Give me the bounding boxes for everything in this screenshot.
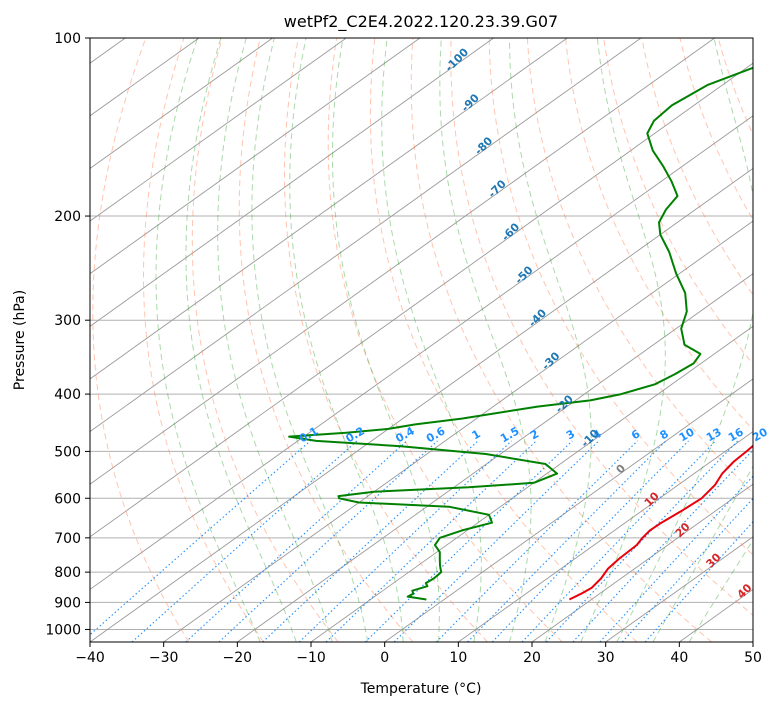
y-tick-label: 700 xyxy=(54,531,81,547)
mixing-ratio-line xyxy=(491,440,689,642)
dry-adiabat xyxy=(410,38,713,642)
isotherm-gridline xyxy=(605,536,753,642)
dewpoint-line xyxy=(288,66,753,601)
mixing-ratio-line xyxy=(185,440,408,642)
x-tick-label: −10 xyxy=(296,650,326,666)
mixing-ratio-line xyxy=(364,440,573,642)
isotherm-gridline xyxy=(458,430,753,642)
data-lines xyxy=(288,66,753,601)
x-tick-label: −20 xyxy=(223,650,253,666)
y-tick-label: 600 xyxy=(54,491,81,507)
moist-adiabat xyxy=(508,38,592,642)
dry-adiabat xyxy=(327,38,563,642)
moist-adiabat xyxy=(155,38,261,642)
y-tick-label: 1000 xyxy=(45,622,81,638)
dry-adiabat xyxy=(526,38,753,494)
x-tick-label: 10 xyxy=(449,650,467,666)
moist-adiabat xyxy=(616,38,753,642)
isotherm-gridline xyxy=(90,38,715,485)
x-tick-label: −40 xyxy=(75,650,105,666)
dry-adiabat xyxy=(369,38,638,642)
y-tick-label: 200 xyxy=(54,209,81,225)
x-tick-label: 30 xyxy=(597,650,615,666)
mixing-ratio-line xyxy=(521,440,717,642)
isotherm-gridline xyxy=(90,38,273,169)
dry-adiabat xyxy=(92,38,190,642)
moist-adiabat xyxy=(332,38,440,642)
isotherm-gridline xyxy=(90,38,494,327)
dry-adiabat xyxy=(238,38,414,642)
dry-adiabat xyxy=(488,38,753,556)
isotherm-gridline xyxy=(384,378,753,642)
isotherm-gridline xyxy=(90,38,421,275)
temperature-line xyxy=(568,444,753,601)
dry-adiabat xyxy=(191,38,339,642)
isotherm-gridline xyxy=(90,38,642,433)
x-tick-label: 50 xyxy=(744,650,762,666)
dry-adiabat xyxy=(565,38,753,431)
y-tick-label: 300 xyxy=(54,313,81,329)
mixing-ratio-line xyxy=(644,520,753,642)
y-tick-label: 100 xyxy=(54,31,81,47)
mixing-ratio-line xyxy=(572,449,753,642)
y-axis-label: Pressure (hPa) xyxy=(12,290,28,390)
isotherm-gridline xyxy=(90,38,347,222)
isotherm-gridline xyxy=(90,62,753,538)
dry-adiabat xyxy=(284,38,488,642)
x-tick-label: 40 xyxy=(670,650,688,666)
dry-adiabat xyxy=(450,38,753,616)
plot-frame xyxy=(89,37,754,643)
moist-adiabat xyxy=(251,38,369,642)
y-tick-label: 500 xyxy=(54,444,81,460)
x-tick-label: 20 xyxy=(523,650,541,666)
x-axis-label: Temperature (°C) xyxy=(360,681,482,697)
mixing-ratio-line xyxy=(90,440,311,636)
chart-title: wetPf2_C2E4.2022.120.23.39.G07 xyxy=(284,12,558,32)
isotherm-gridline xyxy=(90,115,753,590)
mixing-ratio-line xyxy=(545,440,739,642)
isotherm-gridline xyxy=(90,167,753,642)
moist-adiabat xyxy=(580,38,666,642)
axes: −40 −30 −20 −10 0 10 20 30 40 50 100 200 300 400 500 60… xyxy=(45,31,762,666)
moist-adiabat xyxy=(217,38,333,642)
mixing-ratio-line xyxy=(621,497,753,642)
y-tick-label: 400 xyxy=(54,387,81,403)
mixing-ratio-line xyxy=(393,440,600,642)
isotherm-gridline xyxy=(90,38,568,380)
mixing-ratio-line xyxy=(467,440,667,642)
moist-adiabat xyxy=(439,38,532,642)
x-tick-label: −30 xyxy=(149,650,179,666)
isotherm-gridline xyxy=(237,273,753,642)
background-lines xyxy=(90,38,753,642)
isotherm-gridline xyxy=(310,325,753,642)
mixing-ratio-line xyxy=(325,440,537,642)
isotherm-gridline xyxy=(163,220,753,642)
x-tick-label: 0 xyxy=(380,650,389,666)
moist-adiabat xyxy=(185,38,297,642)
moist-adiabat xyxy=(289,38,404,642)
mixing-ratio-line xyxy=(218,440,438,642)
y-tick-label: 900 xyxy=(54,595,81,611)
mixing-ratio-line xyxy=(599,475,753,642)
dry-adiabat xyxy=(603,38,753,365)
mixing-ratio-line xyxy=(131,440,358,642)
isotherm-gridline xyxy=(531,483,753,642)
y-tick-label: 800 xyxy=(54,565,81,581)
